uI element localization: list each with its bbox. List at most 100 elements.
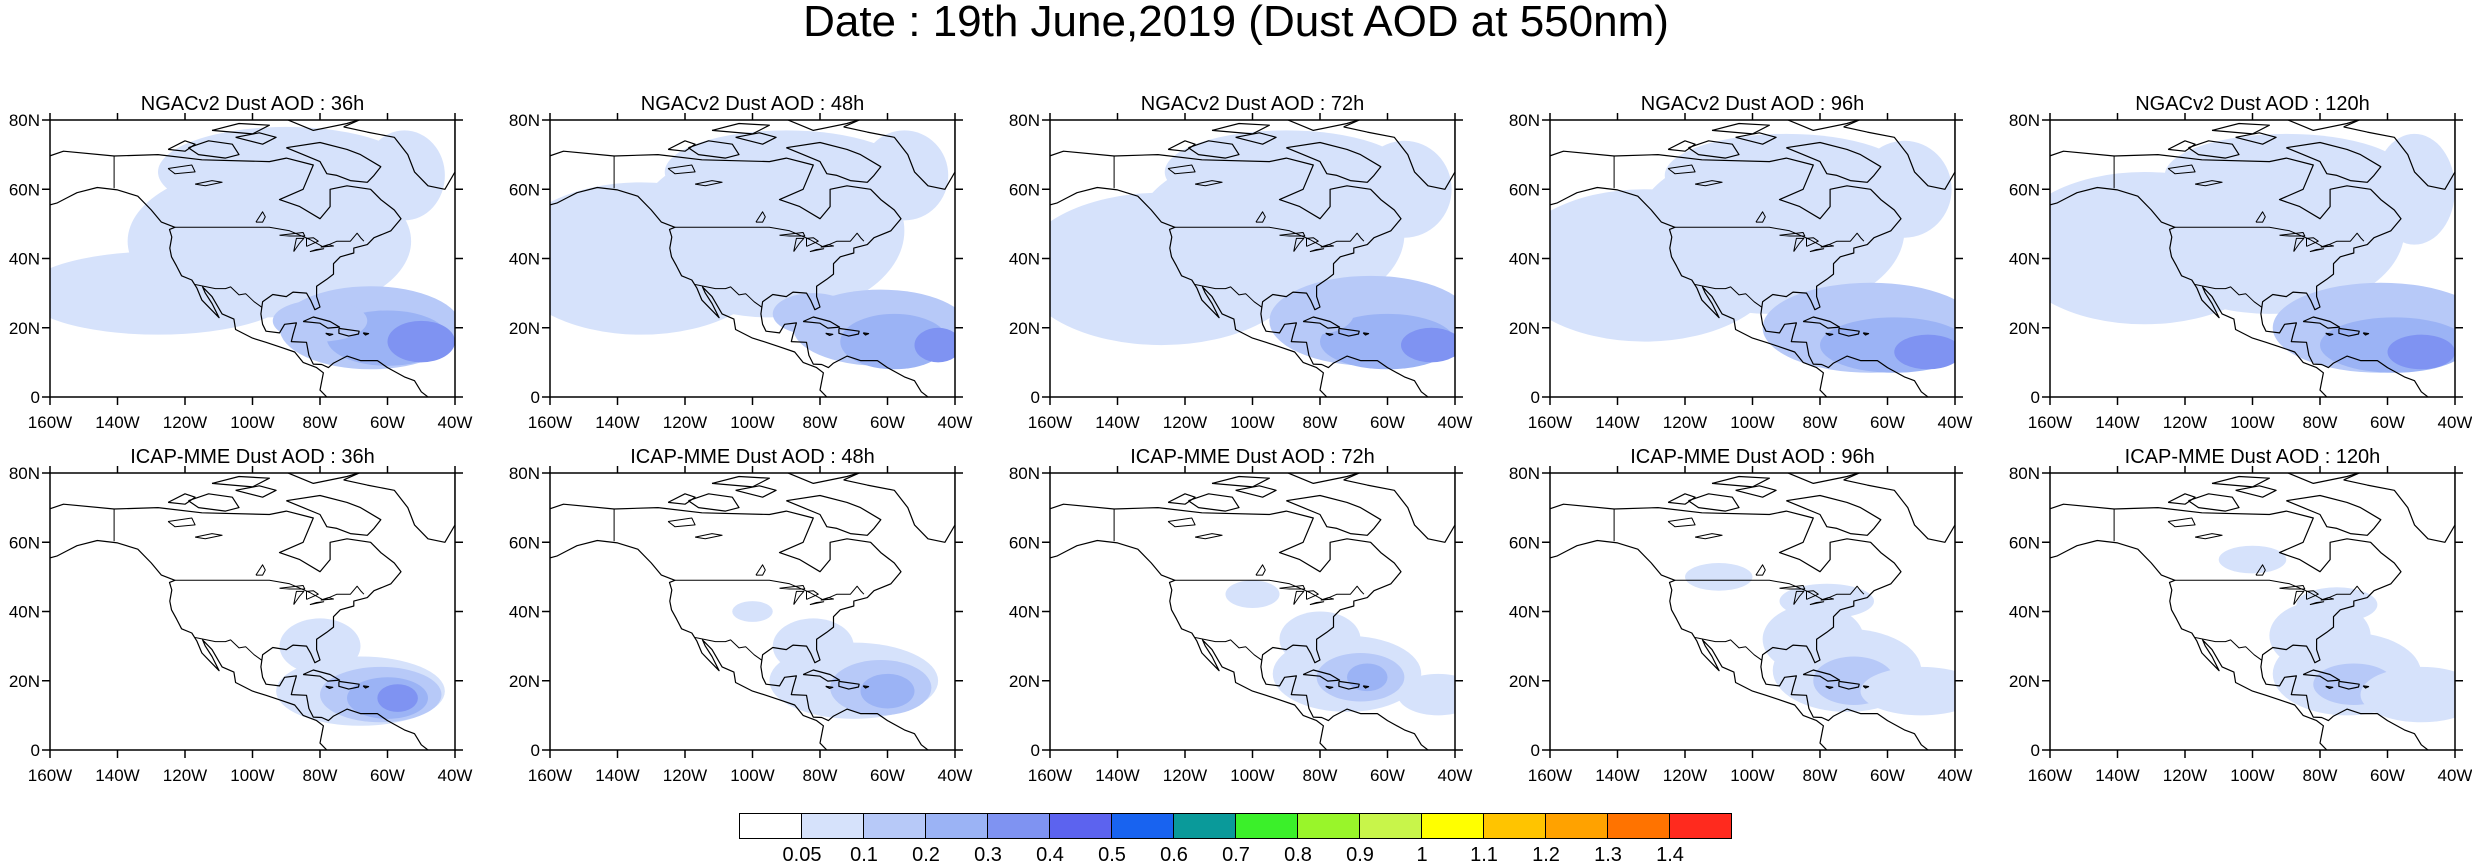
lake-outline <box>1695 534 1722 539</box>
x-tick-label: 60W <box>1870 766 1905 785</box>
x-tick-label: 160W <box>28 413 72 432</box>
x-tick-label: 60W <box>870 766 905 785</box>
x-tick-label: 140W <box>1095 413 1139 432</box>
x-tick-label: 40W <box>438 413 473 432</box>
x-tick-label: 100W <box>1730 413 1774 432</box>
colorbar <box>740 813 1732 839</box>
x-tick-label: 80W <box>1803 766 1838 785</box>
y-tick-label: 20N <box>509 319 540 338</box>
y-tick-label: 20N <box>2009 672 2040 691</box>
colorbar-label: 1.2 <box>1532 844 1560 867</box>
coastline <box>1786 496 1881 536</box>
coastline <box>2344 463 2455 543</box>
colorbar-label: 1.1 <box>1470 844 1498 867</box>
lake-outline <box>1756 565 1765 575</box>
colorbar-label: 0.2 <box>912 844 940 867</box>
lake-outline <box>195 534 222 539</box>
y-tick-label: 40N <box>1509 250 1540 269</box>
dust-aod-area <box>364 130 445 220</box>
x-tick-label: 40W <box>938 413 973 432</box>
x-tick-label: 140W <box>2095 413 2139 432</box>
coastline <box>1688 494 1739 511</box>
y-tick-label: 40N <box>1509 603 1540 622</box>
dust-aod-area <box>1226 580 1280 608</box>
dust-aod-area <box>2388 335 2456 370</box>
y-tick-label: 0 <box>1531 388 1540 407</box>
x-tick-label: 60W <box>1370 413 1405 432</box>
x-tick-label: 160W <box>1528 766 1572 785</box>
x-tick-label: 120W <box>163 766 207 785</box>
x-tick-label: 60W <box>2370 766 2405 785</box>
coastline <box>236 486 277 497</box>
x-tick-label: 40W <box>2438 413 2472 432</box>
lake-outline <box>310 602 324 605</box>
y-tick-label: 0 <box>2031 388 2040 407</box>
x-tick-label: 120W <box>2163 766 2207 785</box>
colorbar-swatch <box>863 813 926 839</box>
x-tick-label: 100W <box>2230 766 2274 785</box>
x-tick-label: 60W <box>2370 413 2405 432</box>
colorbar-label: 0.4 <box>1036 844 1064 867</box>
lake-outline <box>756 565 765 575</box>
y-tick-label: 80N <box>9 111 40 130</box>
y-tick-label: 60N <box>2009 533 2040 552</box>
y-tick-label: 40N <box>1009 603 1040 622</box>
coastline <box>286 496 381 536</box>
panel-title: ICAP-MME Dust AOD : 36h <box>130 446 375 468</box>
lake-outline <box>294 591 304 604</box>
x-tick-label: 100W <box>230 413 274 432</box>
x-tick-label: 80W <box>2303 413 2338 432</box>
x-tick-label: 100W <box>230 766 274 785</box>
x-tick-label: 80W <box>2303 766 2338 785</box>
x-tick-label: 60W <box>1370 766 1405 785</box>
colorbar-swatch <box>1669 813 1732 839</box>
lake-outline <box>1294 591 1304 604</box>
y-tick-label: 60N <box>1509 533 1540 552</box>
y-tick-label: 40N <box>509 603 540 622</box>
lake-outline <box>1310 602 1324 605</box>
y-tick-label: 20N <box>1009 672 1040 691</box>
lake-outline <box>256 565 265 575</box>
x-tick-label: 40W <box>438 766 473 785</box>
x-tick-label: 40W <box>1438 766 1473 785</box>
y-tick-label: 60N <box>509 533 540 552</box>
coastline <box>2212 477 2269 487</box>
colorbar-label: 0.7 <box>1222 844 1250 867</box>
y-tick-label: 80N <box>9 464 40 483</box>
dust-aod-area <box>861 674 915 709</box>
panel-title: ICAP-MME Dust AOD : 48h <box>630 446 875 468</box>
y-tick-label: 80N <box>509 111 540 130</box>
coastline <box>1344 463 1455 543</box>
coastline <box>1033 504 1428 750</box>
x-tick-label: 140W <box>595 766 639 785</box>
x-tick-label: 120W <box>663 413 707 432</box>
y-tick-label: 40N <box>9 250 40 269</box>
panel-title: NGACv2 Dust AOD : 96h <box>1641 93 1864 115</box>
y-tick-label: 80N <box>2009 111 2040 130</box>
x-tick-label: 140W <box>1595 413 1639 432</box>
coastline <box>1736 486 1777 497</box>
lake-outline <box>2195 534 2222 539</box>
x-tick-label: 100W <box>1230 766 1274 785</box>
x-tick-label: 80W <box>303 413 338 432</box>
coastline <box>1712 124 1769 134</box>
colorbar-swatch <box>925 813 988 839</box>
coastline <box>1212 477 1269 487</box>
y-tick-label: 20N <box>1509 672 1540 691</box>
x-tick-label: 120W <box>163 413 207 432</box>
y-tick-label: 40N <box>509 250 540 269</box>
y-tick-label: 40N <box>2009 603 2040 622</box>
colorbar-swatch <box>801 813 864 839</box>
colorbar-label: 0.1 <box>850 844 878 867</box>
coastline <box>1844 463 1955 543</box>
y-tick-label: 60N <box>1009 533 1040 552</box>
colorbar-swatch <box>1297 813 1360 839</box>
